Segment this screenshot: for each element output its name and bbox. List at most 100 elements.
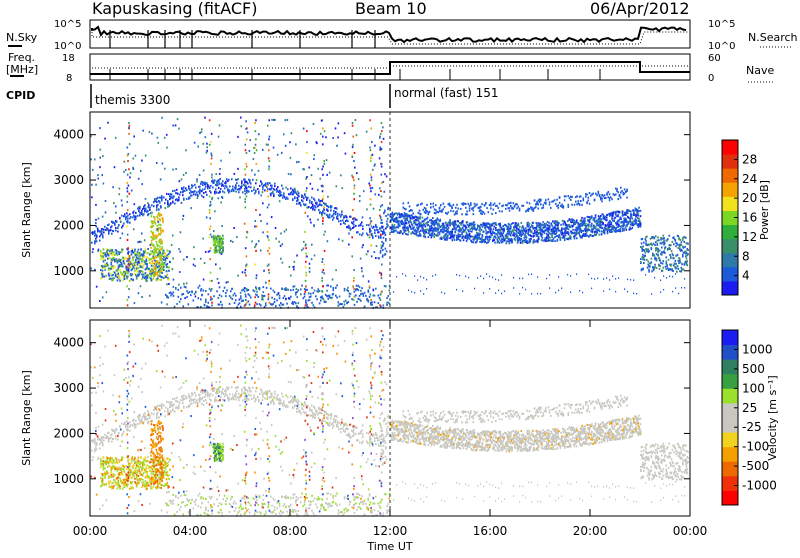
power-cell	[242, 191, 244, 193]
power-cell	[92, 251, 94, 253]
power-cell	[288, 173, 290, 175]
power-cell	[220, 160, 222, 162]
power-cell	[260, 304, 262, 306]
power-cell	[518, 232, 520, 234]
power-cell	[308, 292, 310, 294]
power-cell	[305, 285, 307, 287]
power-cell	[538, 222, 540, 224]
power-cell	[138, 292, 140, 294]
power-cell	[335, 211, 337, 213]
power-cell	[211, 302, 213, 304]
power-cell	[686, 252, 688, 254]
power-cell	[166, 303, 168, 305]
power-cell	[586, 225, 588, 227]
power-cell	[656, 267, 658, 269]
power-cell	[128, 185, 130, 187]
power-cell	[378, 231, 380, 233]
power-cell	[153, 205, 155, 207]
power-cell	[301, 249, 303, 251]
power-cell	[624, 212, 626, 214]
power-cell	[156, 216, 158, 218]
power-cell	[138, 267, 140, 269]
power-cell	[456, 274, 457, 276]
power-cell	[263, 286, 265, 288]
power-cell	[392, 219, 394, 221]
power-cell	[616, 227, 618, 229]
power-cell	[684, 246, 686, 248]
power-cell	[681, 244, 683, 246]
power-cell	[380, 293, 382, 295]
power-cell	[687, 260, 689, 262]
power-cell	[311, 197, 313, 199]
power-cell	[455, 220, 457, 222]
power-cell	[657, 240, 659, 242]
power-cell	[646, 236, 648, 238]
power-cell	[160, 178, 162, 180]
power-cell	[181, 202, 183, 204]
power-cell	[306, 206, 308, 208]
power-cell	[103, 231, 105, 233]
power-cell	[371, 127, 373, 129]
power-cell	[638, 215, 640, 217]
power-cell	[169, 251, 171, 253]
power-cell	[299, 202, 301, 204]
power-cell	[128, 133, 130, 135]
power-cell	[319, 178, 321, 180]
power-cell	[661, 251, 663, 253]
power-cell	[304, 296, 306, 298]
power-cell	[425, 212, 427, 214]
power-cell	[370, 187, 372, 189]
power-cell	[147, 252, 149, 254]
power-cell	[306, 289, 308, 291]
power-cell	[466, 226, 468, 228]
power-cell	[526, 230, 528, 232]
power-cell	[502, 229, 504, 231]
power-cell	[234, 292, 236, 294]
power-cell	[211, 288, 213, 290]
power-cell	[210, 163, 212, 165]
power-cell	[199, 186, 201, 188]
power-cell	[201, 288, 203, 290]
power-cell	[486, 242, 488, 244]
power-cell	[98, 218, 100, 220]
power-cell	[253, 147, 255, 149]
power-cell	[338, 122, 340, 124]
power-cell	[196, 191, 198, 193]
power-cell	[681, 268, 683, 270]
power-cell	[448, 227, 450, 229]
power-cell	[132, 216, 134, 218]
power-cell	[211, 155, 213, 157]
power-cell	[568, 195, 570, 197]
power-cell	[157, 275, 159, 277]
power-cell	[221, 304, 223, 306]
power-cell	[568, 232, 570, 234]
power-cell	[337, 136, 339, 138]
power-cell	[370, 293, 372, 295]
power-cell	[314, 255, 316, 257]
power-cell	[151, 133, 153, 135]
power-cell	[256, 291, 258, 293]
power-cell	[148, 204, 150, 206]
power-cell	[455, 224, 457, 226]
power-cell	[354, 185, 356, 187]
power-cell	[209, 119, 211, 121]
power-cell	[410, 221, 412, 223]
power-cell	[161, 272, 163, 274]
power-cell	[563, 228, 565, 230]
power-cell	[309, 219, 311, 221]
power-cell	[304, 231, 306, 233]
power-cell	[581, 217, 583, 219]
power-cell	[202, 238, 204, 240]
power-cell	[141, 160, 143, 162]
power-cell	[139, 214, 141, 216]
power-cell	[440, 226, 442, 228]
power-cell	[431, 225, 433, 227]
power-cell	[102, 271, 104, 273]
power-cell	[361, 267, 363, 269]
power-cell	[153, 248, 155, 250]
power-cell	[512, 230, 514, 232]
power-cell	[411, 291, 412, 293]
power-cell	[95, 204, 97, 206]
power-cell	[362, 225, 364, 227]
power-cell	[110, 278, 112, 280]
